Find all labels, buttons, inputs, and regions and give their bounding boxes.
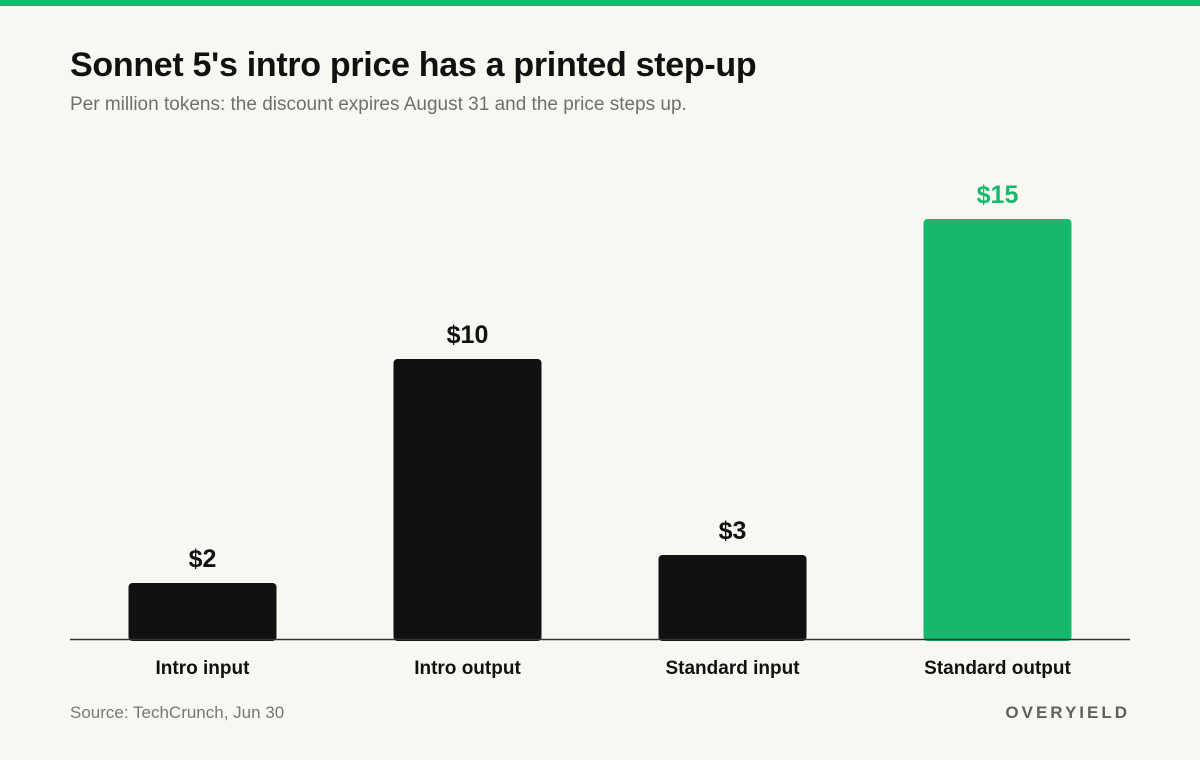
- category-label: Intro output: [414, 658, 521, 679]
- source-note: Source: TechCrunch, Jun 30: [70, 703, 285, 722]
- category-label: Intro input: [156, 658, 251, 679]
- bar-intro-output: [393, 359, 542, 641]
- chart-title: Sonnet 5's intro price has a printed ste…: [70, 46, 757, 84]
- category-label: Standard input: [665, 658, 800, 679]
- category-label: Standard output: [924, 658, 1071, 679]
- value-label: $3: [719, 517, 747, 545]
- value-label: $2: [189, 545, 217, 573]
- top-accent-rule: [0, 0, 1200, 6]
- chart-subtitle: Per million tokens: the discount expires…: [70, 94, 687, 115]
- brand-logo: OVERYIELD: [1005, 703, 1130, 722]
- value-label: $15: [977, 181, 1019, 209]
- bar-standard-output: [923, 219, 1072, 641]
- bar-intro-input: [128, 583, 277, 641]
- bar-standard-input: [658, 555, 807, 641]
- value-label: $10: [447, 321, 489, 349]
